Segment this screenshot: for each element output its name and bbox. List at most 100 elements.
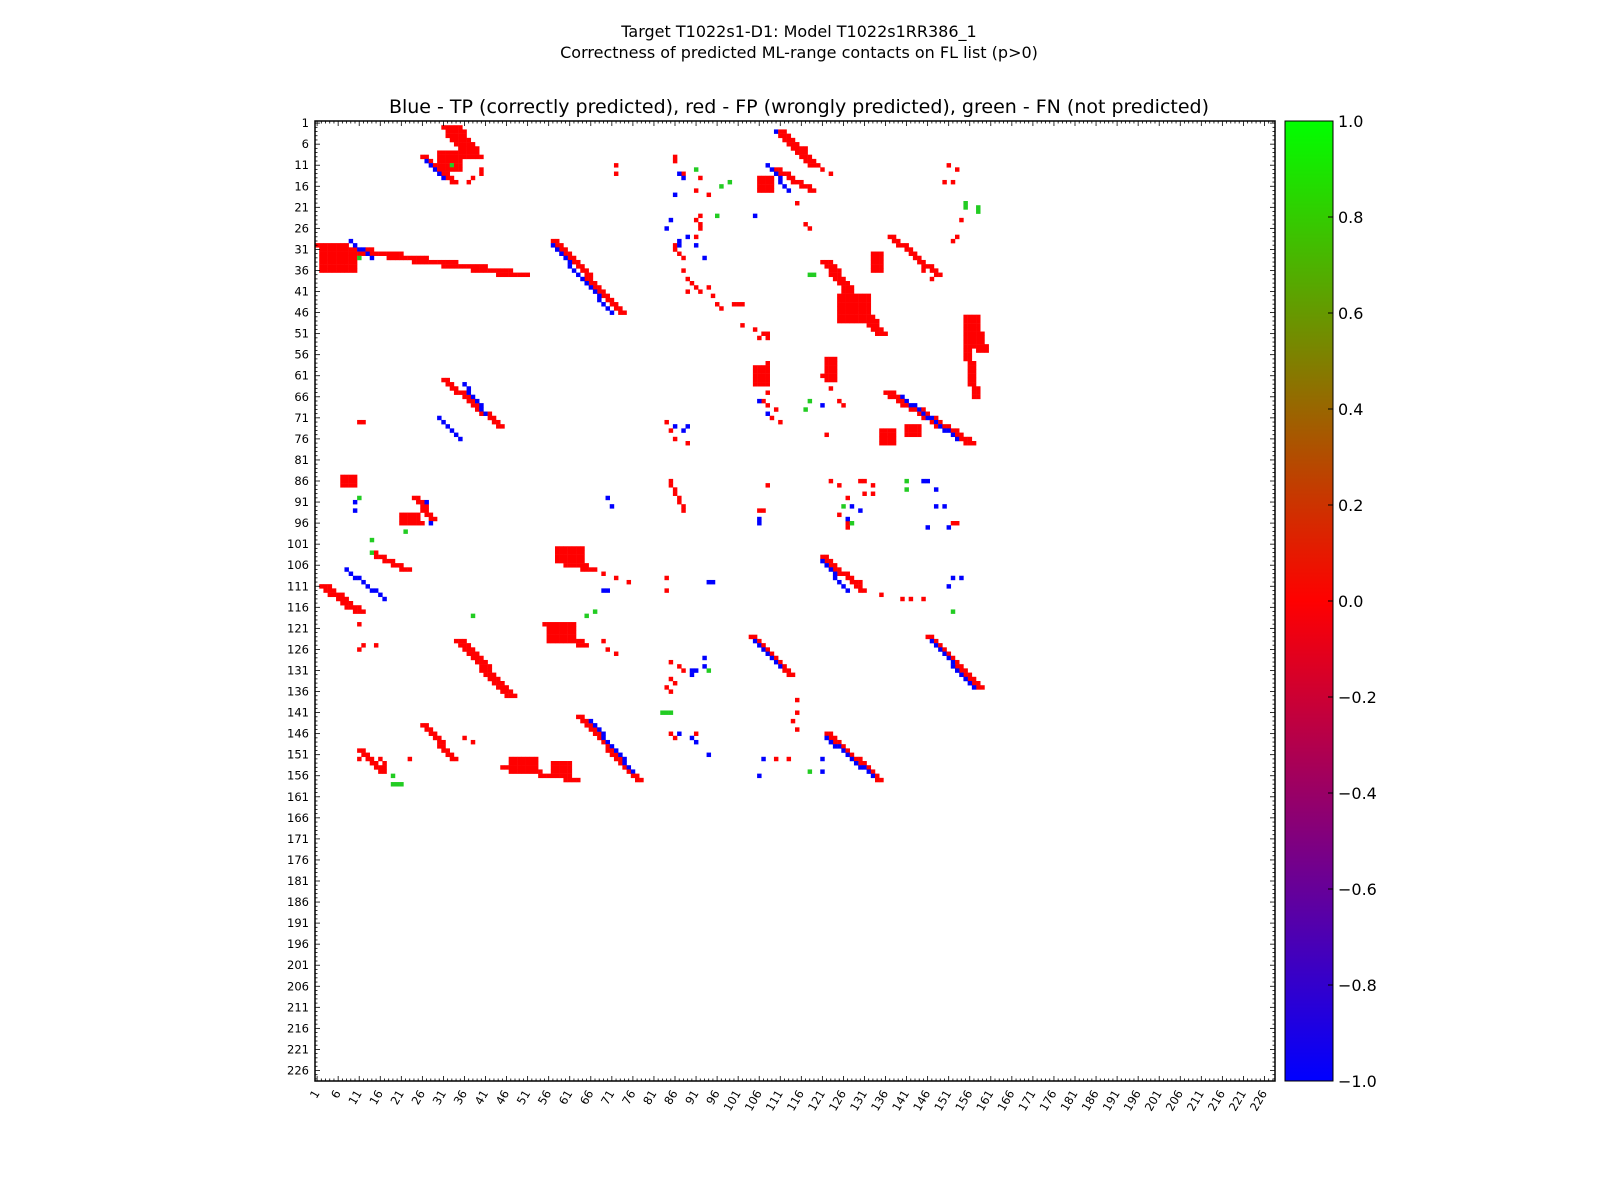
contact-cell-fp <box>550 773 556 779</box>
contact-cell-tp <box>609 310 615 315</box>
contact-cell-tp <box>929 638 935 644</box>
y-tick-label: 136 <box>287 685 309 699</box>
contact-cell-fp <box>639 777 644 783</box>
contact-cell-fp <box>504 268 509 273</box>
contact-cell-fp <box>845 302 850 307</box>
contact-cell-tp <box>357 575 362 581</box>
contact-cell-fp <box>559 765 564 770</box>
contact-cell-fp <box>693 234 699 240</box>
contact-cell-fp <box>576 264 581 269</box>
contact-cell-fp <box>453 390 459 395</box>
contact-cell-fp <box>441 739 446 745</box>
contact-cell-fp <box>879 251 884 256</box>
contact-cell-fp <box>319 584 324 589</box>
contact-cell-fp <box>605 297 610 303</box>
contact-cell-fp <box>584 718 589 724</box>
contact-cell-fp <box>799 154 804 160</box>
y-tick-label: 141 <box>287 706 309 720</box>
contact-cell-fp <box>618 756 623 762</box>
contact-cell-fp <box>799 146 804 151</box>
contact-cell-fp <box>672 243 678 248</box>
contact-cell-fp <box>849 289 855 294</box>
contact-cell-fp <box>458 142 463 147</box>
contact-cell-fp <box>837 302 842 307</box>
contact-cell-fp <box>416 495 421 501</box>
contact-cell-fp <box>580 264 585 269</box>
contact-cell-fp <box>567 630 573 635</box>
contact-cell-fp <box>521 765 526 770</box>
contact-cell-fp <box>858 310 863 315</box>
contact-cell-tp <box>938 424 943 429</box>
colorbar-ticks: 1.0 0.8 0.6 0.4 0.2 0.0 −0.2 −0.4 −0.6 −0.8 −1.0 <box>1328 112 1377 1091</box>
contact-cell-fp <box>778 419 783 425</box>
contact-cell-fp <box>853 297 859 303</box>
contact-cell-fp <box>870 259 876 265</box>
contact-cell-fp <box>963 339 968 345</box>
contact-cell-fp <box>352 259 358 265</box>
contact-cell-tp <box>693 243 699 248</box>
contact-cell-fp <box>441 163 446 168</box>
contact-cell-fp <box>849 306 855 311</box>
contact-cell-fp <box>761 369 766 374</box>
contact-cell-fp <box>407 512 413 518</box>
contact-cell-fp <box>601 638 606 644</box>
contact-cell-fp <box>466 394 472 400</box>
x-tick-label: 136 <box>868 1088 891 1114</box>
x-tick-label: 96 <box>703 1088 722 1108</box>
contact-cell-fp <box>563 761 568 766</box>
contact-cell-fp <box>891 436 897 442</box>
contact-cell-fp <box>769 651 775 656</box>
contact-cell-tp <box>592 723 598 728</box>
x-tick-label: 81 <box>640 1088 659 1108</box>
contact-cell-fp <box>832 567 838 572</box>
contact-cell-fp <box>769 188 775 193</box>
contact-cell-fp <box>870 255 876 261</box>
contact-cell-fp <box>331 251 337 256</box>
contact-cell-fp <box>576 558 581 564</box>
contact-cell-fp <box>807 226 813 231</box>
contact-cell-tp <box>757 516 762 522</box>
contact-cell-fp <box>803 184 808 189</box>
contact-cell-fp <box>441 125 446 130</box>
contact-cell-fp <box>479 655 484 661</box>
x-tick-label: 121 <box>805 1088 828 1114</box>
contact-cell-tp <box>601 735 606 741</box>
contact-cell-fp <box>870 323 876 328</box>
contact-cell-fp <box>546 773 552 779</box>
contact-cell-fp <box>344 483 349 488</box>
contact-cell-fp <box>584 272 589 278</box>
contact-cell-tp <box>479 403 484 408</box>
contact-cell-fp <box>841 318 846 324</box>
contact-cell-fp <box>761 184 766 189</box>
contact-cell-fp <box>912 424 918 429</box>
contact-cell-fp <box>681 668 686 673</box>
contact-cell-fp <box>942 647 947 652</box>
contact-cell-fn <box>706 668 712 673</box>
contact-cell-fn <box>369 550 375 555</box>
contact-cell-tp <box>841 584 846 589</box>
contact-cell-fp <box>698 222 703 227</box>
contact-cell-fp <box>576 554 581 560</box>
contact-cell-fp <box>567 777 573 783</box>
contact-cell-fp <box>681 508 686 513</box>
contact-cell-fp <box>689 281 695 286</box>
contact-cell-fp <box>837 297 842 303</box>
contact-cell-fp <box>340 243 345 248</box>
contact-cell-fp <box>757 188 762 193</box>
contact-cell-fp <box>862 588 867 593</box>
contact-cell-fp <box>761 331 766 336</box>
contact-cell-fp <box>399 567 404 572</box>
contact-cell-tp <box>550 243 556 248</box>
contact-cell-fp <box>967 365 973 370</box>
x-tick-label: 116 <box>784 1088 807 1114</box>
contact-cell-fp <box>795 710 800 715</box>
contact-cell-fp <box>845 310 850 315</box>
contact-cell-fp <box>765 373 770 379</box>
contact-cell-fp <box>336 259 341 265</box>
contact-cell-fp <box>917 428 922 433</box>
contact-cell-fp <box>786 668 792 673</box>
contact-cell-fp <box>395 251 400 256</box>
contact-cell-fp <box>487 415 493 421</box>
contact-cell-fp <box>567 765 573 770</box>
contact-cell-fp <box>348 251 354 256</box>
